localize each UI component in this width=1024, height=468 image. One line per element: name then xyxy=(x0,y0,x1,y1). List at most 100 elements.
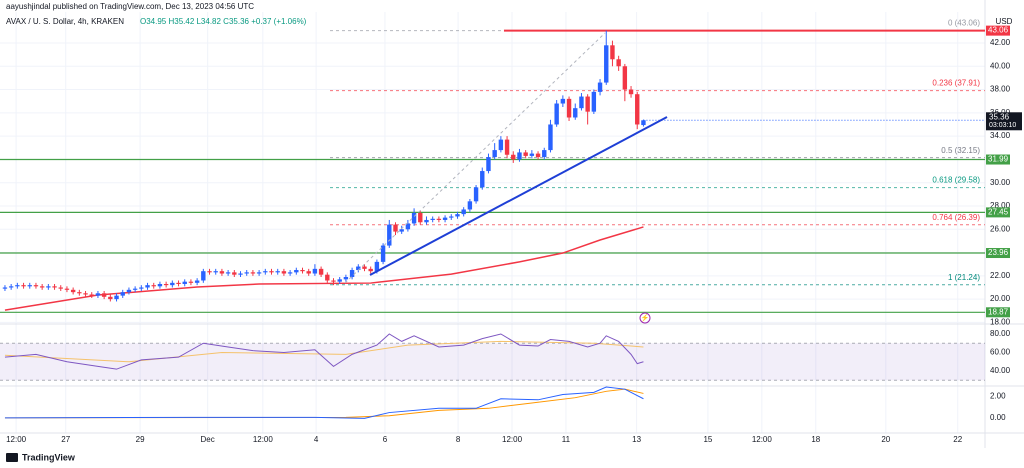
candle-body xyxy=(275,271,280,273)
candle-body xyxy=(201,271,206,281)
candle-body xyxy=(70,289,76,293)
fib-label: 1 (21.24) xyxy=(948,273,980,282)
candle-body xyxy=(393,224,398,232)
fib-label: 0.5 (32.15) xyxy=(941,146,980,155)
candle-body xyxy=(628,89,634,95)
x-tick-label: Dec xyxy=(201,435,215,444)
candle-body xyxy=(219,271,225,274)
candle-body xyxy=(387,224,392,246)
candle-body xyxy=(225,272,231,274)
candle-body xyxy=(318,268,324,275)
candle-body xyxy=(641,120,646,126)
candle-body xyxy=(442,217,448,220)
fib-label: 0.618 (29.58) xyxy=(932,176,980,185)
level-label: 23.96 xyxy=(988,248,1009,257)
candle-body xyxy=(95,293,101,296)
candle-body xyxy=(399,229,404,232)
candle-body xyxy=(610,45,615,60)
last-price-tag xyxy=(986,112,1022,131)
candle-body xyxy=(529,153,535,156)
candle-body xyxy=(21,285,26,287)
publisher: aayushjindal published on TradingView.co… xyxy=(6,2,254,11)
candle-body xyxy=(52,286,57,288)
candle-body xyxy=(269,271,274,273)
y-tick-label: 30.00 xyxy=(990,178,1011,187)
fib-label: 0.764 (26.39) xyxy=(932,213,980,222)
level-tag xyxy=(986,248,1010,259)
event-icon-glyph: ⚡ xyxy=(641,313,650,322)
candle-body xyxy=(374,261,380,272)
candle-body xyxy=(597,82,603,92)
candle-body xyxy=(604,45,609,83)
x-tick-label: 12:00 xyxy=(253,435,274,444)
x-tick-label: 15 xyxy=(703,435,712,444)
candle-body xyxy=(343,277,349,280)
candle-body xyxy=(461,209,466,215)
candle-body xyxy=(424,219,429,223)
candle-body xyxy=(498,139,504,151)
candle-body xyxy=(467,201,473,210)
price-axis: 12:00 27 29 Dec 12:00 4 6 8 12:00 11 13 15 12:00 18 20… xyxy=(6,25,1022,444)
candle-body xyxy=(163,283,169,286)
candle-body xyxy=(145,285,150,288)
candle-body xyxy=(256,272,262,274)
y-tick-label: 26.00 xyxy=(990,224,1011,233)
candle-body xyxy=(368,268,373,272)
candle-body xyxy=(139,287,144,289)
level-label: 31.99 xyxy=(988,155,1009,164)
level-tag xyxy=(986,207,1010,218)
marks: 0 (43.06) 0.236 (37.91) 0.5 (32.15) 0.618 (… xyxy=(0,19,985,419)
event-icon[interactable] xyxy=(639,312,651,324)
candle-body xyxy=(83,293,88,295)
macd-line xyxy=(4,386,644,419)
candle-body xyxy=(430,218,435,220)
level-label: 27.45 xyxy=(988,207,1009,216)
candle-body xyxy=(331,280,336,282)
fib-label: 0.236 (37.91) xyxy=(932,79,980,88)
x-tick-label: 27 xyxy=(61,435,70,444)
candle-body xyxy=(349,270,355,278)
candle-body xyxy=(176,282,181,284)
x-tick-label: 8 xyxy=(456,435,461,444)
rsi-tick-label: 80.00 xyxy=(990,329,1011,338)
x-tick-label: 12:00 xyxy=(752,435,773,444)
candle-body xyxy=(2,287,8,289)
candle-body xyxy=(585,96,590,112)
y-tick-label: 40.00 xyxy=(990,61,1011,70)
candle-body xyxy=(523,152,528,156)
candle-body xyxy=(449,216,454,218)
x-tick-label: 6 xyxy=(383,435,388,444)
rsi-band xyxy=(0,343,985,381)
y-tick-label: 18.00 xyxy=(990,318,1011,327)
currency: USD xyxy=(996,17,1013,26)
candle-body xyxy=(635,94,640,125)
brand-logo xyxy=(6,453,18,462)
x-tick-label: 22 xyxy=(953,435,962,444)
candle-body xyxy=(126,289,132,293)
candle-body xyxy=(573,108,578,118)
candle-body xyxy=(170,282,175,286)
macd-tick-label: 2.00 xyxy=(990,392,1006,401)
candle-body xyxy=(58,287,63,289)
candle-body xyxy=(436,218,442,220)
x-tick-label: 4 xyxy=(314,435,319,444)
level-label: 43.06 xyxy=(988,26,1009,35)
rsi-ma-line xyxy=(4,340,644,363)
fib-trend-line xyxy=(344,32,606,284)
level-label: 18.87 xyxy=(988,307,1009,316)
candle-body xyxy=(151,285,156,287)
candle-body xyxy=(455,214,460,217)
trend-line xyxy=(369,116,668,276)
candle-body xyxy=(232,272,237,275)
candle-body xyxy=(337,279,342,282)
candle-body xyxy=(473,187,479,202)
rsi-tick-label: 60.00 xyxy=(990,348,1011,357)
candle-body xyxy=(616,59,621,67)
symbol: AVAX / U. S. Dollar, 4h, KRAKEN xyxy=(6,17,124,26)
brand: TradingView xyxy=(22,452,76,462)
candle-body xyxy=(27,285,32,287)
candle-body xyxy=(300,270,305,272)
candle-body xyxy=(411,212,417,224)
